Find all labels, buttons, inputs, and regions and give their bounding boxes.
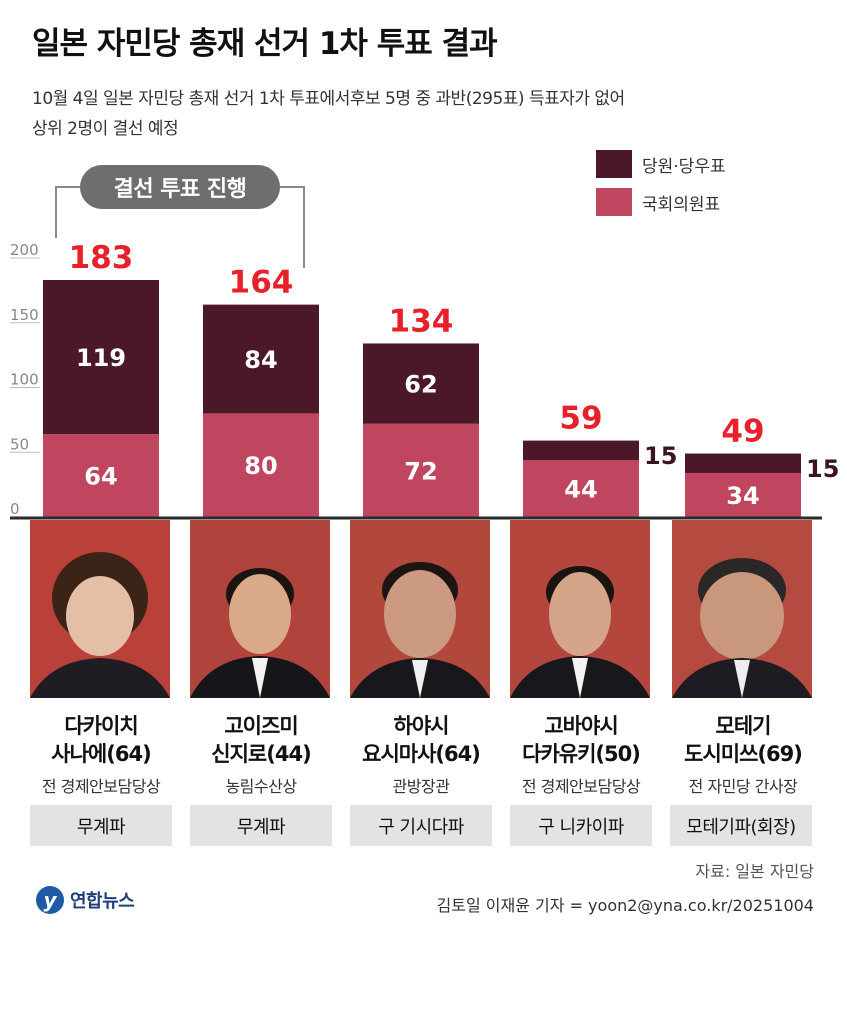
runoff-bracket-right (279, 186, 305, 188)
label-total-1: 183 (69, 240, 134, 276)
candidate-photo-3 (350, 520, 490, 698)
bar-diet-2 (203, 413, 319, 517)
candidate-name-2: 고이즈미 신지로(44) (181, 712, 341, 768)
bar-diet-3 (363, 423, 479, 517)
runoff-bracket-right-drop (303, 186, 305, 268)
label-diet-3: 72 (404, 457, 437, 485)
candidate-name-3-line1: 하야시 (393, 714, 450, 738)
runoff-label: 결선 투표 진행 (80, 165, 280, 209)
yonhap-logo-icon: y (36, 886, 64, 914)
candidate-position-1: 전 경제안보담당상 (41, 777, 161, 796)
label-party-1: 119 (76, 344, 126, 372)
bar-diet-5 (685, 472, 801, 517)
legend-swatch-party (596, 150, 632, 178)
y-tick-label-50: 50 (10, 435, 29, 453)
candidate-faction-3: 구 기시다파 (350, 805, 492, 846)
label-diet-5: 34 (726, 482, 759, 510)
label-total-5: 49 (721, 414, 764, 450)
candidate-name-2-line2: 신지로(44) (211, 742, 311, 766)
candidate-position-2: 농림수산상 (225, 777, 297, 796)
candidate-faction-1: 무계파 (30, 805, 172, 846)
candidate-name-1-line2: 사나에(64) (51, 742, 151, 766)
label-diet-1: 64 (84, 463, 117, 491)
bar-party-4 (523, 440, 639, 461)
bar-party-5 (685, 453, 801, 473)
candidate-name-3-line2: 요시마사(64) (362, 742, 481, 766)
candidate-name-3: 하야시 요시마사(64) (341, 712, 501, 768)
candidate-name-5-line2: 도시미쓰(69) (684, 742, 803, 766)
chart-title: 일본 자민당 총재 선거 1차 투표 결과 (32, 26, 498, 62)
bar-party-3 (363, 343, 479, 424)
candidate-name-1: 다카이치 사나에(64) (21, 712, 181, 768)
runoff-bracket-left-drop (55, 186, 57, 238)
legend-label-party: 당원·당우표 (642, 156, 726, 177)
candidate-photo-4 (510, 520, 650, 698)
legend-item-party-votes: 당원·당우표 (596, 150, 726, 178)
bar-party-2 (203, 304, 319, 414)
candidate-photo-1 (30, 520, 170, 698)
label-party-5: 15 (806, 455, 839, 483)
candidate-photo-5 (672, 520, 812, 698)
candidate-name-1-line1: 다카이치 (64, 714, 138, 738)
legend-item-diet-votes: 국회의원표 (596, 188, 720, 216)
y-tick-label-150: 150 (10, 306, 39, 324)
label-diet-2: 80 (244, 452, 277, 480)
candidate-faction-4: 구 니카이파 (510, 805, 652, 846)
candidate-photo-2 (190, 520, 330, 698)
candidate-name-5: 모테기 도시미쓰(69) (663, 712, 823, 768)
subtitle-line-2: 상위 2명이 결선 예정 (32, 119, 179, 139)
legend-label-diet: 국회의원표 (642, 194, 721, 215)
yonhap-logo-text: 연합뉴스 (70, 891, 135, 912)
bar-diet-4 (523, 460, 639, 517)
runoff-bracket-left (55, 186, 81, 188)
candidate-name-4-line2: 다카유키(50) (522, 742, 641, 766)
candidate-faction-5: 모테기파(회장) (670, 805, 812, 846)
label-total-3: 134 (389, 303, 454, 339)
candidate-position-4: 전 경제안보담당상 (521, 777, 641, 796)
candidate-position-5: 전 자민당 간사장 (688, 777, 798, 796)
y-tick-label-0: 0 (10, 500, 20, 518)
subtitle-line-1: 10월 4일 일본 자민당 총재 선거 1차 투표에서후보 5명 중 과반(29… (32, 89, 625, 109)
y-tick-label-200: 200 (10, 241, 39, 259)
byline: 김토일 이재윤 기자 = yoon2@yna.co.kr/20251004 (436, 896, 814, 915)
label-party-4: 15 (644, 442, 677, 470)
candidate-name-4: 고바야시 다카유키(50) (501, 712, 661, 768)
candidate-name-2-line1: 고이즈미 (224, 714, 298, 738)
source-note: 자료: 일본 자민당 (695, 862, 814, 881)
legend-swatch-diet (596, 188, 632, 216)
label-total-4: 59 (559, 401, 602, 437)
label-total-2: 164 (229, 265, 294, 301)
bar-diet-1 (43, 434, 159, 517)
candidate-name-4-line1: 고바야시 (544, 714, 618, 738)
label-party-2: 84 (244, 346, 277, 374)
yonhap-logo: y 연합뉴스 (36, 886, 135, 914)
label-party-3: 62 (404, 371, 437, 399)
candidate-name-5-line1: 모테기 (715, 714, 772, 738)
candidate-faction-2: 무계파 (190, 805, 332, 846)
label-diet-4: 44 (564, 476, 597, 504)
bar-party-1 (43, 280, 159, 435)
candidate-position-3: 관방장관 (392, 777, 450, 796)
y-tick-label-100: 100 (10, 371, 39, 389)
